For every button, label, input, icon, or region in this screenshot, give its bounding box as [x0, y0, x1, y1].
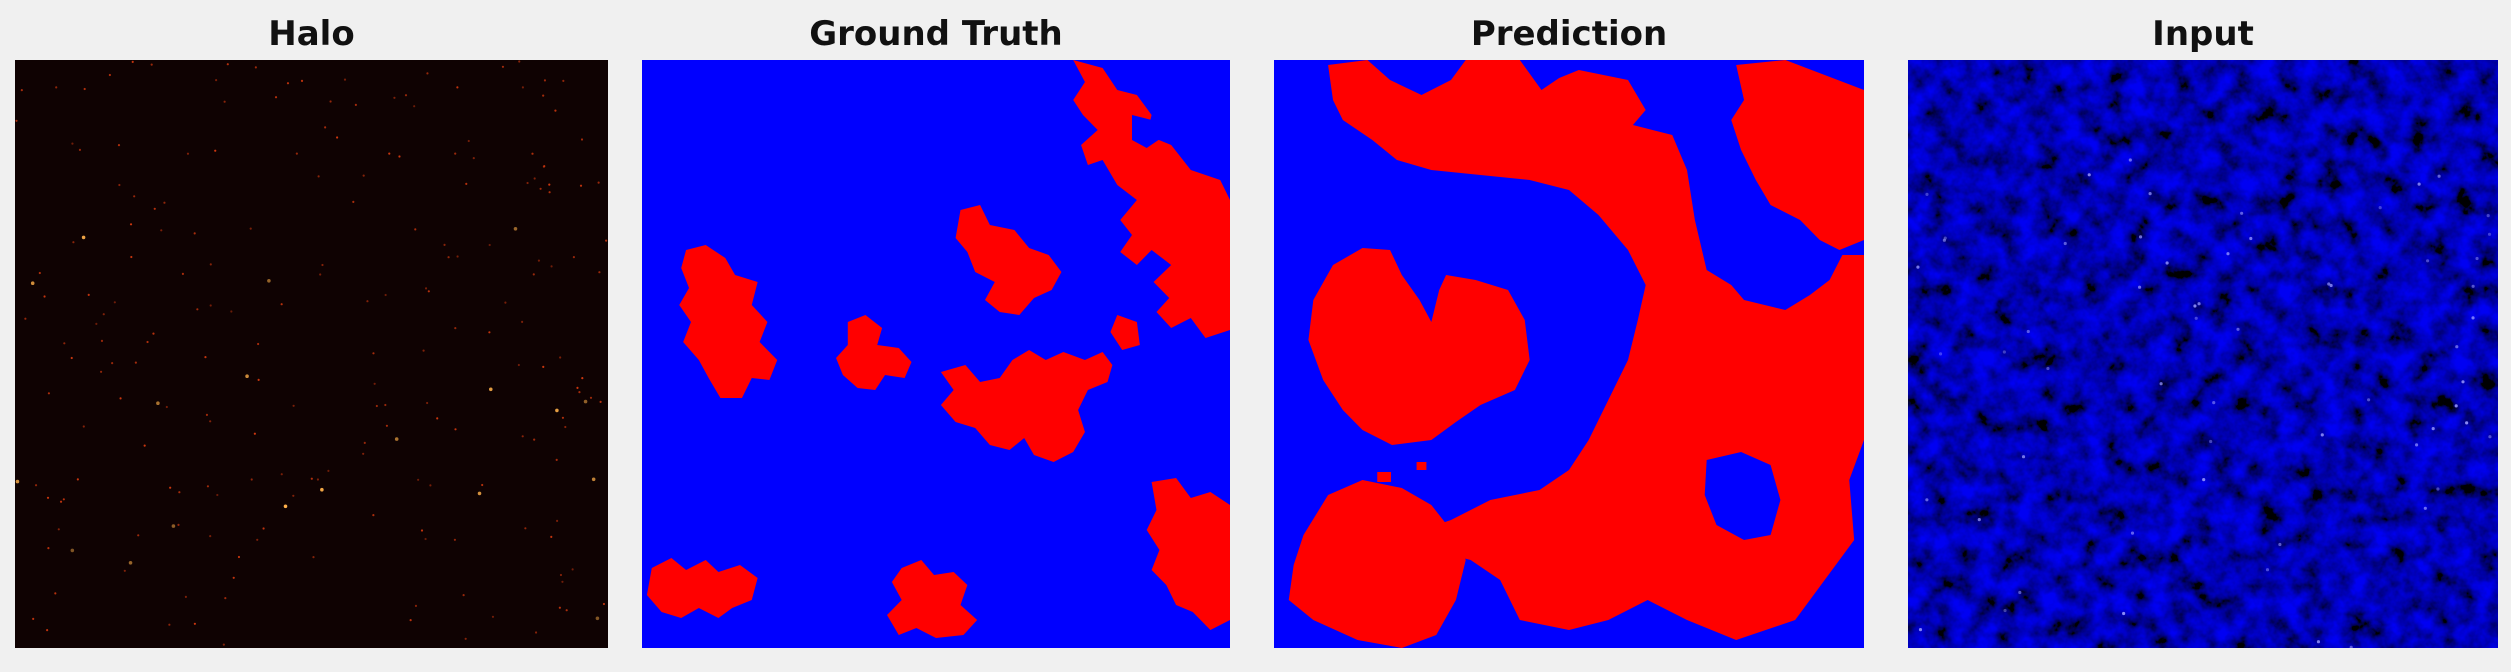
halo-image: [15, 60, 608, 648]
panel-title-ground-truth: Ground Truth: [809, 14, 1063, 54]
panel-title-halo: Halo: [268, 14, 355, 54]
ground-truth-image: [642, 60, 1230, 648]
panel-title-input: Input: [2152, 14, 2254, 54]
panel-title-prediction: Prediction: [1470, 14, 1668, 54]
prediction-image: [1274, 60, 1864, 648]
input-image: [1908, 60, 2498, 648]
